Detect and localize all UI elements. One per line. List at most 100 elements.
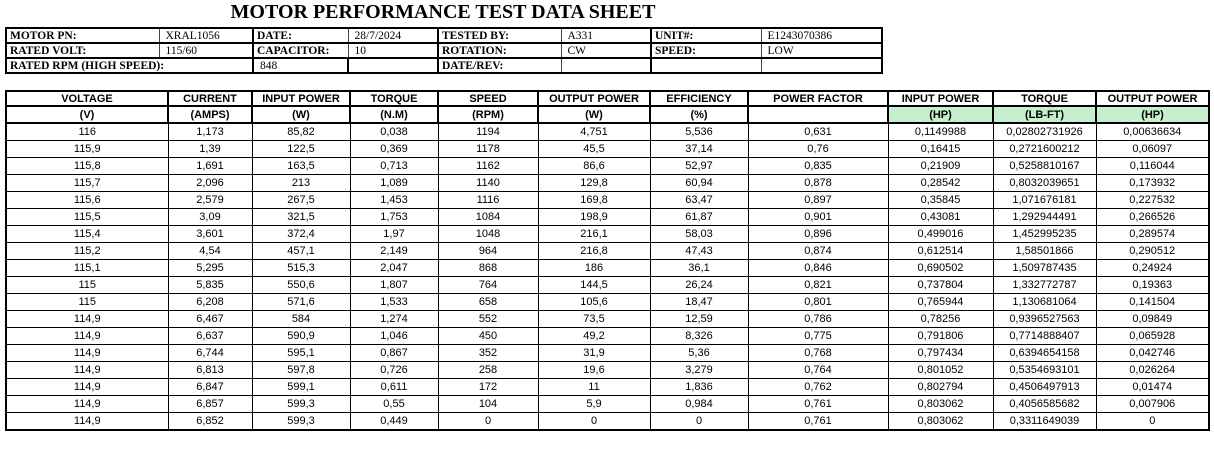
cell-output-power-w: 49,2 (537, 327, 651, 345)
cell-torque-lbft: 1,071676181 (992, 191, 1097, 209)
cell-efficiency: 5,536 (649, 122, 749, 141)
cell-torque-nm: 2,149 (349, 242, 439, 260)
cell-torque-lbft: 1,509787435 (992, 259, 1097, 277)
cell-input-power-hp: 0,737804 (887, 276, 994, 294)
tested-by-value: A331 (560, 27, 652, 44)
date-rev-label: DATE/REV: (437, 57, 562, 74)
cell-current: 6,467 (167, 310, 253, 328)
cell-efficiency: 60,94 (649, 174, 749, 192)
cell-output-power-hp: 0,042746 (1095, 344, 1210, 362)
column-unit-input-power-hp: (HP) (887, 105, 994, 124)
cell-voltage: 115 (5, 293, 169, 311)
cell-torque-nm: 1,274 (349, 310, 439, 328)
cell-output-power-w: 186 (537, 259, 651, 277)
cell-speed-rpm: 1162 (437, 157, 539, 175)
cell-output-power-hp: 0,007906 (1095, 395, 1210, 413)
cell-output-power-w: 216,8 (537, 242, 651, 260)
column-unit-current: (AMPS) (167, 105, 253, 124)
cell-input-power-w: 515,3 (251, 259, 351, 277)
cell-speed-rpm: 258 (437, 361, 539, 379)
column-header-torque-lbft: TORQUE (992, 90, 1097, 107)
cell-torque-nm: 1,533 (349, 293, 439, 311)
cell-speed-rpm: 1194 (437, 122, 539, 141)
cell-torque-lbft: 0,02802731926 (992, 122, 1097, 141)
cell-speed-rpm: 104 (437, 395, 539, 413)
cell-output-power-w: 169,8 (537, 191, 651, 209)
cell-input-power-hp: 0,797434 (887, 344, 994, 362)
table-row: 115 6,208 571,6 1,533 658 105,6 18,47 0,801 0,76… (5, 293, 1210, 311)
cell-current: 5,295 (167, 259, 253, 277)
cell-torque-lbft: 0,2721600212 (992, 140, 1097, 158)
table-row: 115,8 1,691 163,5 0,713 1162 86,6 52,97 0,835 0,… (5, 157, 1210, 175)
cell-speed-rpm: 172 (437, 378, 539, 396)
cell-torque-lbft: 0,6394654158 (992, 344, 1097, 362)
column-unit-output-power-hp: (HP) (1095, 105, 1210, 124)
cell-speed-rpm: 868 (437, 259, 539, 277)
cell-power-factor: 0,631 (747, 122, 889, 141)
cell-input-power-w: 267,5 (251, 191, 351, 209)
speed-value: LOW (760, 42, 883, 59)
cell-speed-rpm: 352 (437, 344, 539, 362)
cell-current: 2,579 (167, 191, 253, 209)
cell-output-power-hp: 0,01474 (1095, 378, 1210, 396)
cell-voltage: 115,7 (5, 174, 169, 192)
column-header-output-power-hp: OUTPUT POWER (1095, 90, 1210, 107)
cell-input-power-hp: 0,21909 (887, 157, 994, 175)
cell-torque-lbft: 1,292944491 (992, 208, 1097, 226)
cell-speed-rpm: 450 (437, 327, 539, 345)
table-row: 114,9 6,813 597,8 0,726 258 19,6 3,279 0,764 0,8… (5, 361, 1210, 379)
cell-power-factor: 0,762 (747, 378, 889, 396)
cell-output-power-hp: 0,24924 (1095, 259, 1210, 277)
cell-input-power-hp: 0,16415 (887, 140, 994, 158)
cell-voltage: 115,8 (5, 157, 169, 175)
cell-input-power-hp: 0,43081 (887, 208, 994, 226)
cell-torque-nm: 0,867 (349, 344, 439, 362)
cell-output-power-hp: 0,00636634 (1095, 122, 1210, 141)
cell-power-factor: 0,76 (747, 140, 889, 158)
cell-torque-nm: 1,046 (349, 327, 439, 345)
cell-output-power-w: 73,5 (537, 310, 651, 328)
cell-torque-lbft: 0,3311649039 (992, 412, 1097, 431)
cell-efficiency: 0,984 (649, 395, 749, 413)
cell-power-factor: 0,846 (747, 259, 889, 277)
cell-voltage: 115,4 (5, 225, 169, 243)
cell-output-power-hp: 0,065928 (1095, 327, 1210, 345)
table-row: 115,5 3,09 321,5 1,753 1084 198,9 61,87 0,901 0,… (5, 208, 1210, 226)
column-header-torque-nm: TORQUE (349, 90, 439, 107)
cell-input-power-w: 599,3 (251, 395, 351, 413)
cell-power-factor: 0,821 (747, 276, 889, 294)
cell-efficiency: 37,14 (649, 140, 749, 158)
cell-torque-lbft: 0,4056585682 (992, 395, 1097, 413)
column-header-speed-rpm: SPEED (437, 90, 539, 107)
cell-torque-lbft: 1,452995235 (992, 225, 1097, 243)
cell-output-power-hp: 0 (1095, 412, 1210, 431)
cell-current: 6,857 (167, 395, 253, 413)
cell-current: 6,208 (167, 293, 253, 311)
cell-torque-nm: 0,449 (349, 412, 439, 431)
info-row-3: RATED RPM (HIGH SPEED): 848 DATE/REV: (5, 57, 883, 74)
cell-speed-rpm: 764 (437, 276, 539, 294)
column-unit-torque-lbft: (LB-FT) (992, 105, 1097, 124)
cell-input-power-w: 597,8 (251, 361, 351, 379)
cell-input-power-hp: 0,499016 (887, 225, 994, 243)
unit-number-label: UNIT#: (650, 27, 762, 44)
cell-efficiency: 0 (649, 412, 749, 431)
cell-input-power-w: 122,5 (251, 140, 351, 158)
cell-voltage: 115,6 (5, 191, 169, 209)
table-row: 115 5,835 550,6 1,807 764 144,5 26,24 0,821 0,73… (5, 276, 1210, 294)
column-header-current: CURRENT (167, 90, 253, 107)
cell-output-power-w: 19,6 (537, 361, 651, 379)
cell-voltage: 114,9 (5, 378, 169, 396)
cell-input-power-hp: 0,801052 (887, 361, 994, 379)
cell-voltage: 114,9 (5, 327, 169, 345)
cell-speed-rpm: 1140 (437, 174, 539, 192)
table-row: 114,9 6,852 599,3 0,449 0 0 0 0,761 0,803062 0,33… (5, 412, 1210, 431)
cell-speed-rpm: 0 (437, 412, 539, 431)
cell-output-power-hp: 0,227532 (1095, 191, 1210, 209)
cell-current: 6,847 (167, 378, 253, 396)
cell-voltage: 115,1 (5, 259, 169, 277)
cell-power-factor: 0,878 (747, 174, 889, 192)
cell-torque-nm: 1,453 (349, 191, 439, 209)
motor-pn-label: MOTOR PN: (5, 27, 160, 44)
cell-efficiency: 5,36 (649, 344, 749, 362)
